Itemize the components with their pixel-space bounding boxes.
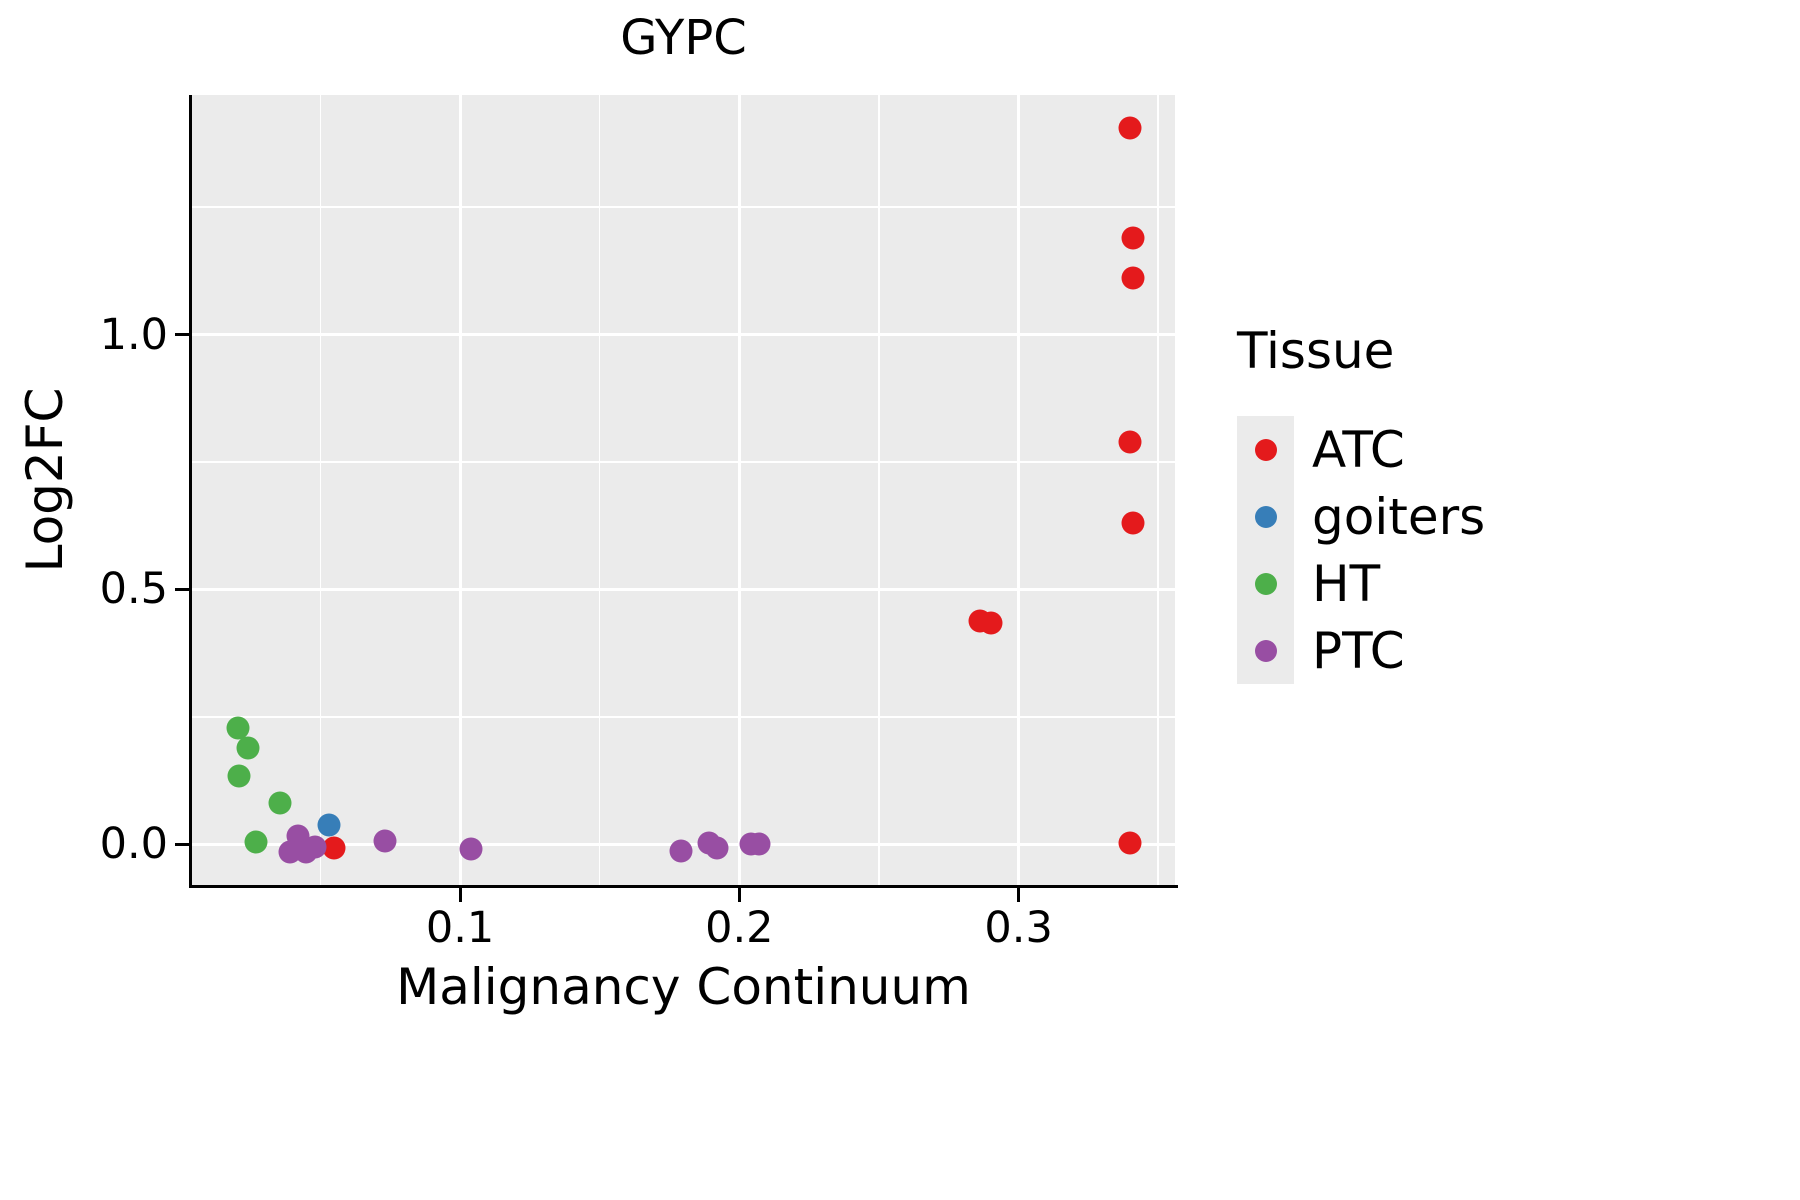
legend-entry-label: ATC bbox=[1312, 420, 1405, 479]
data-point-ATC bbox=[1121, 266, 1145, 290]
legend-entry-label: PTC bbox=[1312, 621, 1405, 680]
data-point-HT bbox=[226, 716, 250, 740]
legend-entry-HT: HT bbox=[1237, 550, 1485, 617]
data-point-ATC bbox=[1121, 226, 1145, 250]
major-gridline-x bbox=[737, 95, 741, 885]
legend-entry-PTC: PTC bbox=[1237, 617, 1485, 684]
legend-entry-goiters: goiters bbox=[1237, 483, 1485, 550]
data-point-ATC bbox=[1118, 831, 1142, 855]
data-point-PTC bbox=[373, 829, 397, 853]
plot-panel bbox=[192, 95, 1175, 885]
y-tick-mark bbox=[175, 842, 189, 846]
legend-entries: ATC goiters HT PTC bbox=[1237, 416, 1485, 684]
data-point-HT bbox=[227, 764, 251, 788]
x-tick-label: 0.3 bbox=[984, 903, 1053, 953]
data-point-ATC bbox=[1121, 511, 1145, 535]
x-tick-mark bbox=[1017, 888, 1021, 902]
legend-dot-ATC bbox=[1254, 438, 1277, 461]
legend-key bbox=[1237, 483, 1294, 550]
y-axis-line bbox=[189, 95, 192, 888]
data-point-ATC bbox=[322, 836, 346, 860]
y-tick-mark bbox=[175, 333, 189, 337]
y-tick-label: 0.5 bbox=[99, 564, 168, 615]
major-gridline-y bbox=[192, 333, 1175, 337]
data-point-PTC bbox=[303, 835, 327, 859]
legend-entry-label: HT bbox=[1312, 554, 1381, 613]
y-tick-mark bbox=[175, 587, 189, 591]
legend: Tissue ATC goiters HT PTC bbox=[1237, 322, 1485, 684]
data-point-PTC bbox=[705, 836, 729, 860]
data-point-ATC bbox=[979, 611, 1003, 635]
y-tick-label: 1.0 bbox=[99, 309, 168, 360]
x-tick-label: 0.2 bbox=[705, 903, 774, 953]
minor-gridline-y bbox=[192, 206, 1175, 208]
minor-gridline-x bbox=[319, 95, 322, 885]
data-point-HT bbox=[244, 830, 268, 854]
legend-title: Tissue bbox=[1237, 322, 1395, 380]
legend-dot-HT bbox=[1254, 572, 1277, 595]
minor-gridline-y bbox=[192, 716, 1175, 718]
x-axis-label: Malignancy Continuum bbox=[396, 958, 971, 1016]
major-gridline-x bbox=[458, 95, 462, 885]
legend-entry-label: goiters bbox=[1312, 487, 1486, 546]
data-point-HT bbox=[236, 736, 260, 760]
legend-dot-PTC bbox=[1254, 639, 1277, 662]
legend-key bbox=[1237, 416, 1294, 483]
data-point-goiters bbox=[317, 813, 341, 837]
data-point-PTC bbox=[747, 832, 771, 856]
minor-gridline-x bbox=[598, 95, 601, 885]
minor-gridline-x bbox=[1157, 95, 1159, 885]
y-axis-label: Log2FC bbox=[16, 387, 74, 573]
x-axis-line bbox=[189, 885, 1178, 888]
legend-key bbox=[1237, 550, 1294, 617]
major-gridline-x bbox=[1017, 95, 1021, 885]
data-point-ATC bbox=[1118, 430, 1142, 454]
data-point-PTC bbox=[459, 837, 483, 861]
y-tick-label: 0.0 bbox=[99, 819, 168, 870]
data-point-PTC bbox=[669, 839, 693, 863]
minor-gridline-x bbox=[878, 95, 880, 885]
data-point-ATC bbox=[1118, 116, 1142, 140]
minor-gridline-y bbox=[192, 461, 1175, 463]
x-tick-mark bbox=[737, 888, 741, 902]
legend-key bbox=[1237, 617, 1294, 684]
data-point-HT bbox=[268, 791, 292, 815]
major-gridline-y bbox=[192, 587, 1175, 591]
legend-entry-ATC: ATC bbox=[1237, 416, 1485, 483]
x-tick-mark bbox=[458, 888, 462, 902]
plot-title: GYPC bbox=[620, 10, 747, 66]
legend-dot-goiters bbox=[1254, 505, 1277, 528]
x-tick-label: 0.1 bbox=[425, 903, 495, 953]
